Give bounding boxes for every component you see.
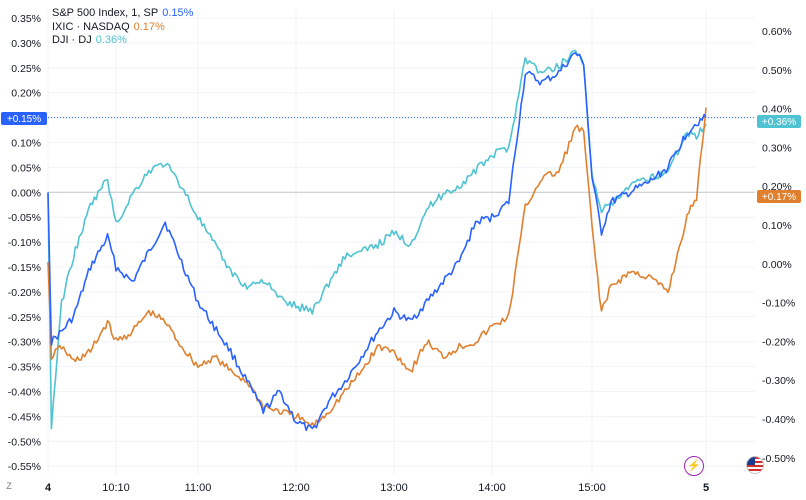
timezone-button[interactable]: Z [6,481,12,491]
right-tick-label: 0.30% [762,142,792,154]
series-group [47,49,707,432]
left-badge: +0.15% [1,112,47,125]
left-tick-label: -0.10% [8,237,41,249]
left-tick-label: -0.35% [8,362,41,374]
right-tick-label: -0.40% [762,414,795,426]
x-tick-label: 10:10 [102,482,130,494]
left-badge-text: +0.15% [7,114,41,125]
right-badge-nasdaq: +0.17% [757,190,801,203]
left-tick-label: -0.05% [8,212,41,224]
left-tick-label: -0.45% [8,411,41,423]
legend-value: 0.17% [133,20,165,33]
legend: S&P 500 Index, 1, SP 0.15% IXIC · NASDAQ 0… [52,7,193,48]
grid [47,10,755,475]
right-tick-label: 0.40% [762,104,792,116]
x-tick-label: 5 [703,482,709,494]
right-tick-label: -0.30% [762,375,795,387]
legend-item-nasdaq[interactable]: IXIC · NASDAQ 0.17% [52,21,193,35]
legend-name: S&P 500 Index, 1, SP [52,7,159,19]
legend-value: 0.15% [162,7,194,19]
left-tick-label: 0.00% [11,187,41,199]
left-tick-label: 0.05% [11,162,41,174]
x-tick-label: 14:00 [478,482,506,494]
lightning-icon[interactable]: ⚡ [684,456,704,476]
right-tick-label: 0.10% [762,220,792,232]
legend-name: DJI · DJ [52,34,92,46]
right-tick-label: -0.50% [762,453,795,465]
left-tick-label: -0.20% [8,287,41,299]
left-axis: 0.35%0.30%0.25%0.20%0.15%0.10%0.05%0.00%… [8,13,41,473]
x-tick-label: 15:00 [578,482,606,494]
right-tick-label: 0.00% [762,259,792,271]
left-tick-label: 0.30% [11,38,41,50]
right-badge-dji-text: +0.36% [762,117,796,128]
legend-name: IXIC · NASDAQ [52,20,130,33]
right-badge-nasdaq-text: +0.17% [762,192,796,203]
x-axis: 4 10:10 11:00 12:00 13:00 14:00 15:00 5 [45,482,709,494]
left-tick-label: -0.30% [8,337,41,349]
left-tick-label: 0.20% [11,88,41,100]
left-tick-label: -0.40% [8,387,41,399]
us-flag-icon[interactable] [746,456,764,474]
left-tick-label: -0.55% [8,461,41,473]
left-tick-label: -0.25% [8,312,41,324]
right-axis: 0.60%0.50%0.40%0.30%0.20%0.10%0.00%-0.10… [762,26,795,465]
x-tick-label: 12:00 [282,482,310,494]
left-tick-label: -0.50% [8,436,41,448]
legend-value: 0.36% [95,34,127,46]
series-line-sp500 [47,52,707,432]
left-tick-label: 0.35% [11,13,41,25]
right-tick-label: -0.10% [762,298,795,310]
series-line-dji [47,49,707,430]
legend-item-dji[interactable]: DJI · DJ 0.36% [52,34,193,48]
right-tick-label: 0.50% [762,65,792,77]
left-tick-label: 0.25% [11,63,41,75]
left-tick-label: -0.15% [8,262,41,274]
right-tick-label: 0.60% [762,26,792,38]
right-badge-dji: +0.36% [757,115,801,128]
right-tick-label: -0.20% [762,336,795,348]
legend-item-sp500[interactable]: S&P 500 Index, 1, SP 0.15% [52,7,193,21]
x-tick-label: 4 [45,482,52,494]
x-tick-label: 11:00 [185,482,212,494]
x-tick-label: 13:00 [380,482,408,494]
series-line-nasdaq [47,107,707,428]
left-tick-label: 0.10% [11,138,41,150]
